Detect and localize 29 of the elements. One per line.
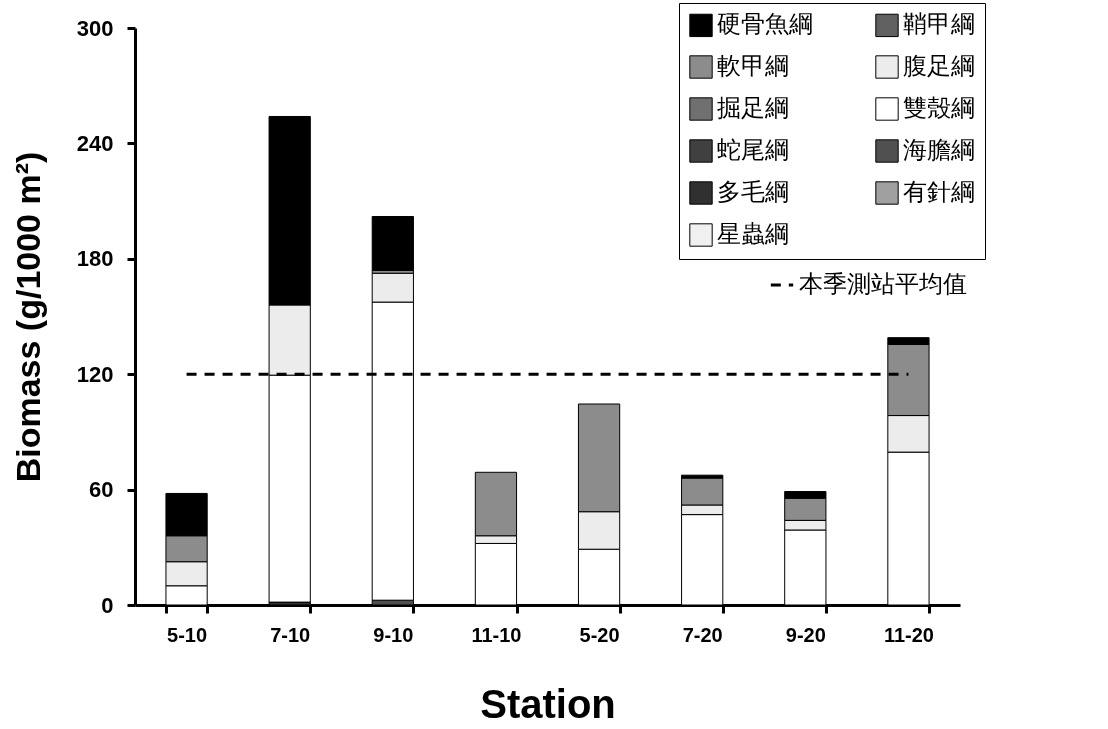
y-tick-label: 0 [101, 592, 114, 618]
legend-label: 雙殼綱 [903, 94, 975, 122]
x-tick-label: 5-10 [167, 623, 208, 646]
legend-label: 鞘甲綱 [903, 10, 975, 39]
x-tick-label: 7-10 [270, 623, 311, 646]
x-tick-label: 5-20 [579, 623, 620, 646]
x-axis-title: Station [480, 681, 616, 726]
y-tick-label: 60 [89, 477, 114, 503]
y-tick-label: 180 [76, 246, 114, 272]
x-tick-label: 11-20 [883, 623, 934, 646]
legend-label: 本季測站平均值 [799, 270, 967, 298]
legend-label: 軟甲綱 [717, 52, 789, 80]
x-tick-label: 7-20 [682, 623, 723, 646]
legend-label: 海膽綱 [903, 136, 975, 164]
x-tick-label: 11-10 [471, 623, 522, 646]
y-tick-label: 240 [76, 130, 114, 156]
legend-label: 有針綱 [903, 178, 975, 206]
legend-label: 星蟲綱 [717, 220, 789, 248]
legend-label: 硬骨魚綱 [717, 10, 813, 39]
legend-label: 掘足綱 [717, 94, 789, 122]
x-tick-label: 9-20 [785, 623, 826, 646]
legend-label: 多毛綱 [717, 178, 789, 206]
bar [371, 215, 414, 271]
y-tick-label: 120 [76, 361, 114, 387]
legend-label: 腹足綱 [903, 52, 975, 80]
legend-label: 蛇尾綱 [717, 136, 789, 164]
y-tick-label: 300 [76, 15, 114, 41]
x-tick-label: 9-10 [373, 623, 414, 646]
y-axis-title: Biomass (g/1000 m²) [8, 151, 47, 483]
